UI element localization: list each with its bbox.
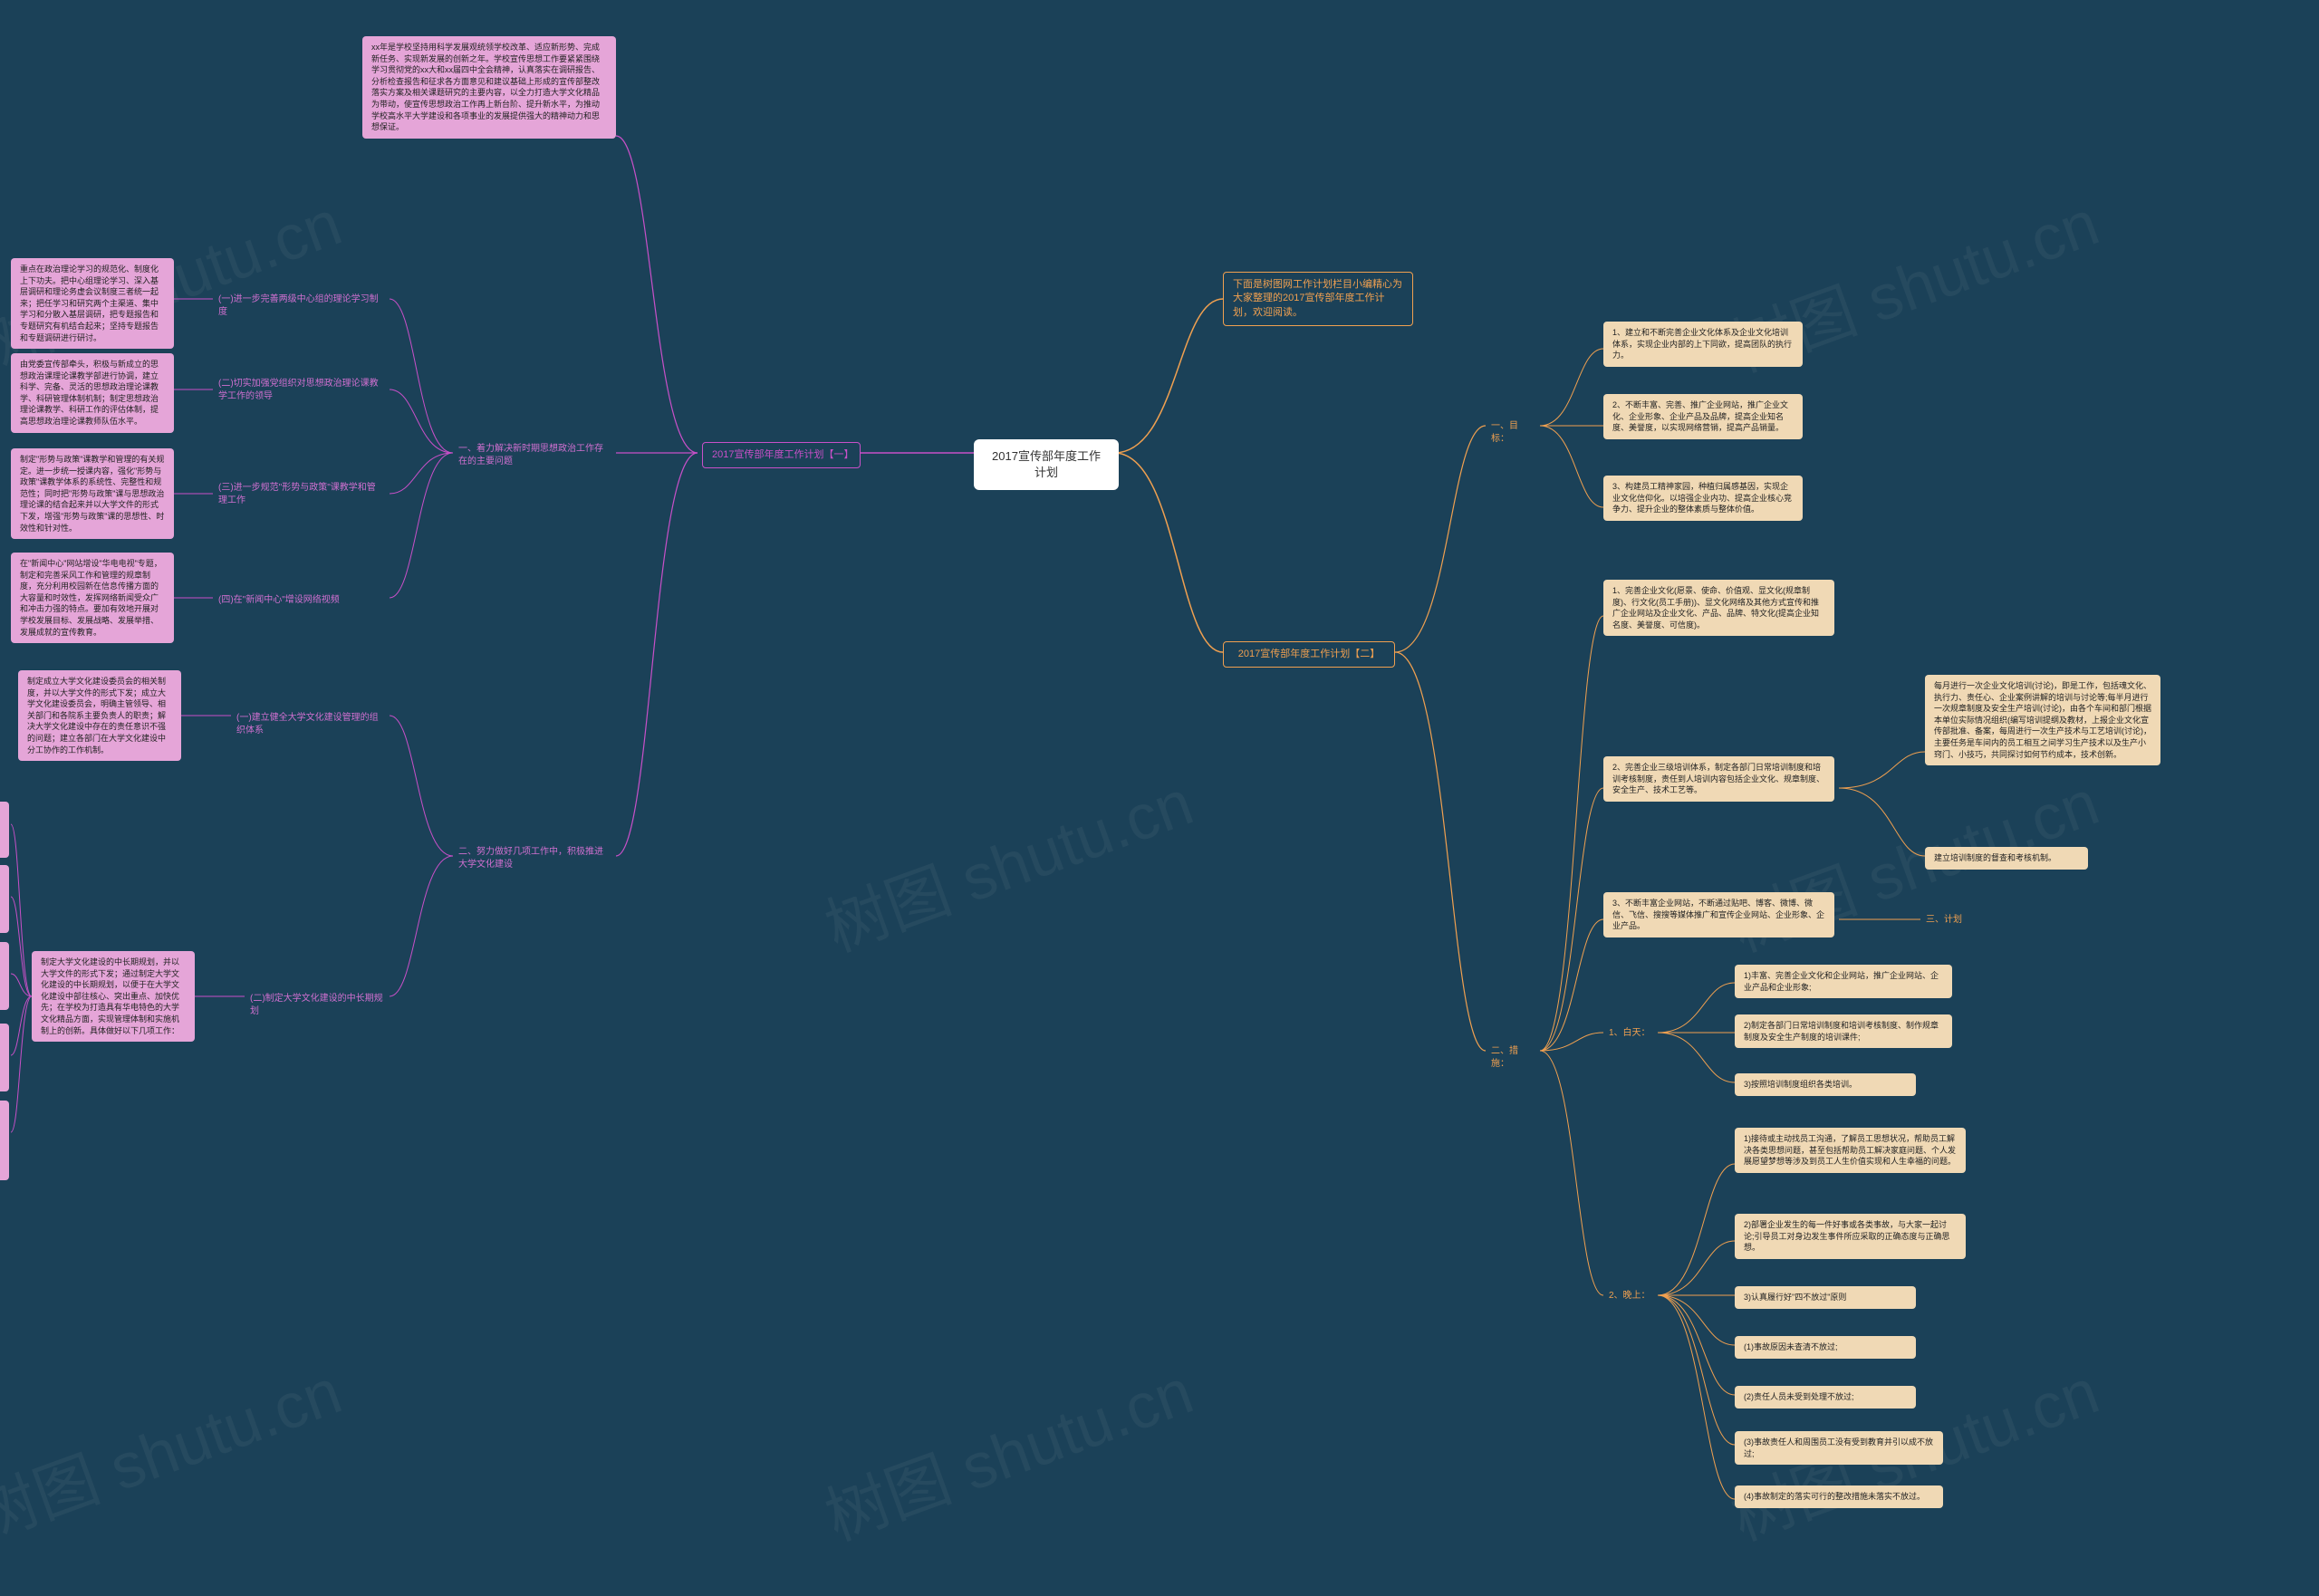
plan1-sec2-i1-detail: 制定成立大学文化建设委员会的相关制度，并以大学文件的形式下发；成立大学文化建设委… [18,670,181,761]
plan1-sec2-title: 二、努力做好几项工作中，积极推进大学文化建设 [453,842,616,875]
plan1-sec1-i4-detail: 在"新闻中心"网站增设"华电电视"专题，制定和完善采风工作和管理的规章制度，充分… [11,553,174,643]
plan1-sec2-i2-intro: 制定大学文化建设的中长期规划，并以大学文件的形式下发；通过制定大学文化建设的中长… [32,951,195,1042]
plan1-sec1-title: 一、着力解决新时期思想政治工作存在的主要问题 [453,439,616,472]
plan2-sec1-i3: 3、构建员工精神家园，种植归属感基因，实现企业文化信仰化。以培强企业内功、提高企… [1603,476,1803,521]
plan2-sec2-i2: 2、完善企业三级培训体系，制定各部门日常培训制度和培训考核制度，责任到人培训内容… [1603,756,1834,802]
plan1-sec1-i4-label: (四)在"新闻中心"增设网络视频 [213,591,390,611]
plan2-sec2-i3: 3、不断丰富企业网站，不断通过贴吧、博客、微博、微信、飞信、搜搜等媒体推广和宣传… [1603,892,1834,937]
plan1-preface: xx年是学校坚持用科学发展观统领学校改革、适应新形势、完成新任务、实现新发展的创… [362,36,616,139]
intro-node: 下面是树图网工作计划栏目小编精心为大家整理的2017宣传部年度工作计划，欢迎阅读… [1223,272,1413,326]
plan2-wanshang-s1: 1)接待或主动找员工沟通，了解员工思想状况，帮助员工解决各类思想问题，甚至包括帮… [1735,1128,1966,1173]
plan2-baitian-s1: 1)丰富、完善企业文化和企业网站，推广企业网站、企业产品和企业形象; [1735,965,1952,998]
plan2-wanshang-s2: 2)部署企业发生的每一件好事或各类事故，与大家一起讨论;引导员工对身边发生事件所… [1735,1214,1966,1259]
connector-lines [0,0,2319,1596]
plan1-sec1-i3-label: (三)进一步规范"形势与政策"课教学和管理工作 [213,478,390,511]
plan2-wanshang-s4: (1)事故原因未查清不放过; [1735,1336,1916,1359]
watermark: 树图 shutu.cn [0,1341,352,1559]
plan2-wanshang-s6: (3)事故责任人和周围员工没有受到教育并引以成不放过; [1735,1431,1943,1465]
plan2-title: 2017宣传部年度工作计划【二】 [1223,641,1395,668]
plan1-sec1-i3-detail: 制定"形势与政策"课教学和管理的有关规定。进一步统一授课内容，强化"形势与政策"… [11,448,174,539]
plan2-baitian-s2: 2)制定各部门日常培训制度和培训考核制度、制作规章制度及安全生产制度的培训课件; [1735,1014,1952,1048]
plan1-sec2-i2-s3: 3.制定《华北电力大学校园环境规划方案》，按照科学管理的原则，合理规划设计校园整… [0,942,9,1010]
root-node: 2017宣传部年度工作计划 [974,439,1119,490]
plan1-sec1-i2-detail: 由党委宣传部牵头，积极与新成立的思想政治课理论课教学部进行协调，建立科学、完备、… [11,353,174,433]
plan1-sec2-i2-s4: 4.加强网络文化建设。充分利用校园网这一载体、增强思想政治工作的影响力；同时，加… [0,1024,9,1091]
plan1-sec1-i1-label: (一)进一步完善两级中心组的理论学习制度 [213,290,390,322]
plan2-wanshang-s7: (4)事故制定的落实可行的整改措施未落实不放过。 [1735,1485,1943,1508]
plan2-sec2-title: 二、措施： [1486,1042,1540,1074]
plan2-sec2-i2-s1: 每月进行一次企业文化培训(讨论)，即是工作，包括魂文化、执行力、责任心、企业案例… [1925,675,2160,765]
watermark: 树图 shutu.cn [812,753,1204,970]
plan1-title: 2017宣传部年度工作计划【一】 [702,442,861,468]
plan2-baitian-s3: 3)按照培训制度组织各类培训。 [1735,1073,1916,1096]
plan2-sec2-i3-tag: 三、计划 [1920,910,1975,930]
plan1-sec2-i2-s1: 1.建议学校把校园文化建设经费纳入学校预算，在人、财、物等方面加大投入，确保大学… [0,802,9,858]
plan1-sec2-i1-label: (一)建立健全大学文化建设管理的组织体系 [231,708,390,741]
plan1-sec1-i2-label: (二)切实加强党组织对思想政治理论课教学工作的领导 [213,374,390,407]
plan2-wanshang-label: 2、晚上： [1603,1286,1658,1306]
plan2-sec2-i1: 1、完善企业文化(愿景、使命、价值观、显文化(规章制度)、行文化(员工手册))、… [1603,580,1834,636]
plan2-sec1-i2: 2、不断丰富、完善、推广企业网站，推广企业文化、企业形象、企业产品及品牌，提高企… [1603,394,1803,439]
plan2-baitian-label: 1、白天： [1603,1024,1658,1043]
plan1-sec2-i2-label: (二)制定大学文化建设的中长期规划 [245,989,390,1022]
watermark: 树图 shutu.cn [812,1341,1204,1559]
plan2-sec1-title: 一、目标： [1486,417,1540,449]
plan1-sec1-i1-detail: 重点在政治理论学习的规范化、制度化上下功夫。把中心组理论学习、深入基层调研和理论… [11,258,174,349]
plan2-sec2-i2-s2: 建立培训制度的督查和考核机制。 [1925,847,2088,870]
plan1-sec2-i2-s2: 2.进一步深化对大学文化主要内涵和建设方向的理解与阐释，同时做好对大学文化建设的… [0,865,9,933]
plan2-sec1-i1: 1、建立和不断完善企业文化体系及企业文化培训体系，实现企业内部的上下同欲，提高团… [1603,322,1803,367]
plan1-sec2-i2-s5: 5.积极适应高水平大学建设的要求，进一步丰富和完善大学理念，并使其内化为学校的精… [0,1101,9,1180]
plan2-wanshang-s5: (2)责任人员未受到处理不放过; [1735,1386,1916,1409]
plan2-wanshang-s3: 3)认真履行好"四不放过"原则 [1735,1286,1916,1309]
